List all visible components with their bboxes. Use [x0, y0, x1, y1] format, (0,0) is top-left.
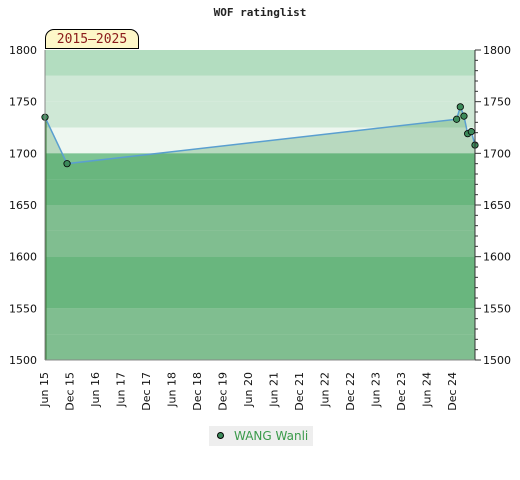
y-tick-label-right: 1700 — [483, 147, 511, 160]
chart-title: WOF ratinglist — [213, 6, 307, 19]
data-point — [467, 128, 475, 136]
y-tick-label-right: 1550 — [483, 302, 511, 315]
x-tick-label: Jun 16 — [89, 372, 102, 408]
legend-label: WANG Wanli — [234, 429, 309, 443]
y-tick-label-left: 1650 — [9, 199, 37, 212]
x-tick-label: Jun 17 — [115, 372, 128, 408]
x-tick-label: Dec 17 — [140, 372, 153, 411]
y-tick-label-left: 1550 — [9, 302, 37, 315]
y-tick-label-left: 1700 — [9, 147, 37, 160]
x-tick-label: Jun 24 — [421, 372, 434, 408]
background-band — [45, 101, 475, 128]
data-point — [456, 103, 464, 111]
x-tick-label: Jun 21 — [268, 372, 281, 408]
y-tick-label-right: 1500 — [483, 354, 511, 367]
x-tick-label: Dec 18 — [191, 372, 204, 411]
background-band — [45, 308, 475, 335]
background-band — [45, 127, 475, 154]
x-tick-label: Jun 20 — [242, 372, 255, 408]
y-tick-label-left: 1800 — [9, 44, 37, 57]
data-point — [460, 112, 468, 120]
background-band — [45, 282, 475, 309]
data-point — [63, 160, 71, 168]
y-tick-label-right: 1650 — [483, 199, 511, 212]
x-tick-label: Dec 21 — [293, 372, 306, 411]
background-band — [45, 50, 475, 76]
legend: WANG Wanli — [209, 426, 313, 446]
x-tick-label: Dec 23 — [395, 372, 408, 411]
x-tick-label: Dec 22 — [344, 372, 357, 411]
rating-area — [45, 106, 475, 360]
background-band — [45, 179, 475, 205]
x-tick-label: Jun 22 — [319, 372, 332, 408]
background-band — [45, 205, 475, 231]
x-tick-label: Jun 15 — [38, 372, 51, 408]
period-badge: 2015–2025 — [45, 29, 139, 49]
y-tick-label-right: 1600 — [483, 251, 511, 264]
background-band — [45, 75, 475, 102]
y-tick-label-left: 1750 — [9, 96, 37, 109]
data-point — [453, 115, 461, 123]
background-band — [45, 256, 475, 283]
background-band — [45, 230, 475, 257]
y-tick-label-left: 1500 — [9, 354, 37, 367]
y-tick-label-left: 1600 — [9, 251, 37, 264]
legend-marker — [217, 432, 224, 439]
x-tick-label: Jun 18 — [166, 372, 179, 408]
x-tick-label: Dec 24 — [446, 372, 459, 411]
y-tick-label-right: 1800 — [483, 44, 511, 57]
y-tick-label-right: 1750 — [483, 96, 511, 109]
x-tick-label: Dec 19 — [217, 372, 230, 411]
x-tick-label: Jun 23 — [370, 372, 383, 408]
x-tick-label: Dec 15 — [64, 372, 77, 411]
background-band — [45, 334, 475, 360]
